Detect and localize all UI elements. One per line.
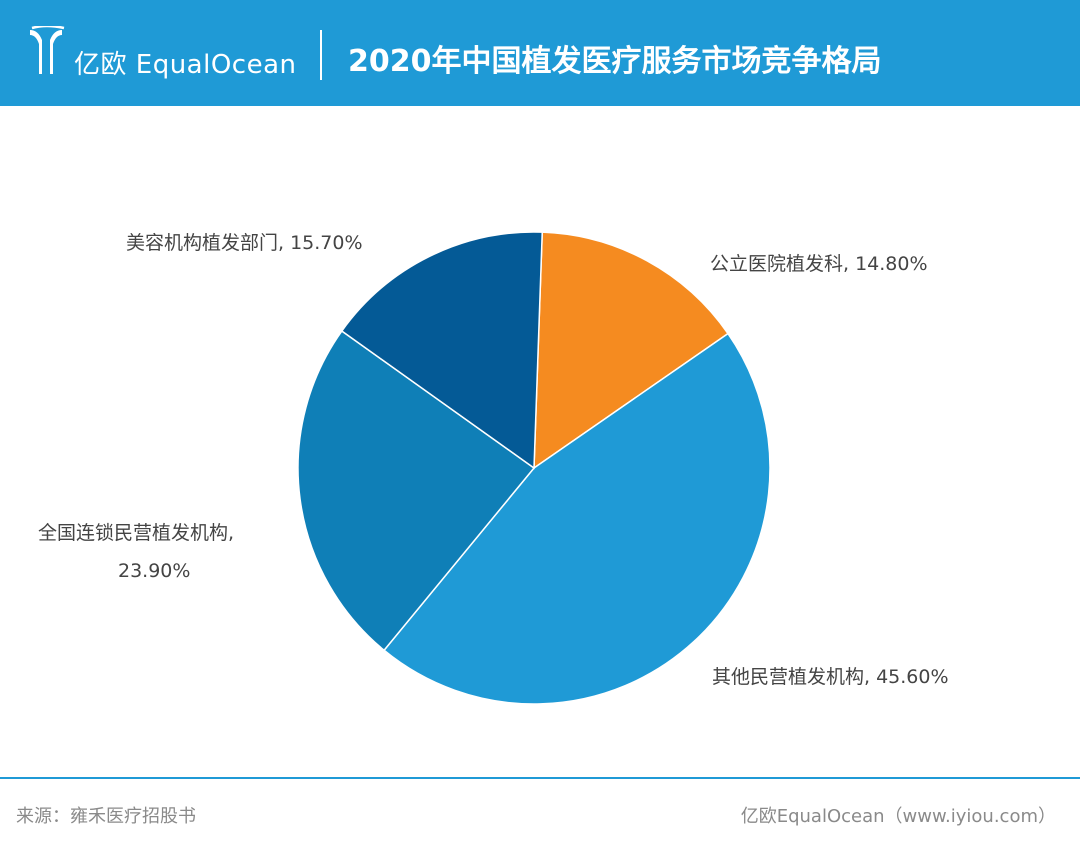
chart-title: 2020年中国植发医疗服务市场竞争格局 xyxy=(348,44,882,79)
pie-chart-svg xyxy=(297,231,771,705)
label-beauty: 美容机构植发部门, 15.70% xyxy=(126,232,363,254)
footer-divider xyxy=(0,777,1080,779)
label-chain-private-line2: 23.90% xyxy=(118,560,191,582)
brand-name: 亿欧 EqualOcean xyxy=(74,50,297,80)
equalocean-logo-icon xyxy=(30,26,65,74)
slice-other-private xyxy=(383,332,771,705)
label-chain-private-line1: 全国连锁民营植发机构, xyxy=(38,522,235,544)
header-bar: 亿欧 EqualOcean 2020年中国植发医疗服务市场竞争格局 xyxy=(0,0,1080,106)
credit-note: 亿欧EqualOcean（www.iyiou.com） xyxy=(740,806,1056,827)
pie-chart: 公立医院植发科, 14.80% 其他民营植发机构, 45.60% 全国连锁民营植… xyxy=(0,106,1080,776)
slice-public-hospital xyxy=(533,231,730,470)
label-other-private: 其他民营植发机构, 45.60% xyxy=(712,666,949,688)
header-divider xyxy=(320,30,322,80)
slice-chain-private xyxy=(297,329,536,652)
source-note: 来源：雍禾医疗招股书 xyxy=(16,806,196,827)
slice-beauty xyxy=(340,231,544,470)
label-public-hospital: 公立医院植发科, 14.80% xyxy=(710,253,928,275)
